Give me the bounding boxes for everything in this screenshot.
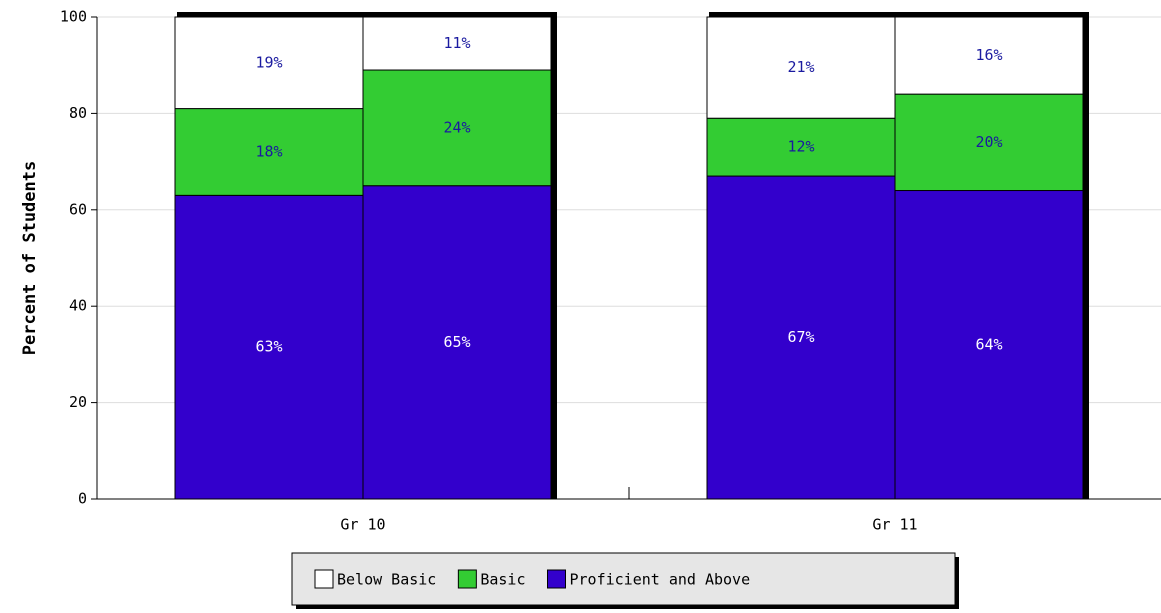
y-tick-label: 60 — [69, 200, 87, 218]
value-label: 24% — [443, 118, 470, 136]
bar-segment — [894, 93, 1084, 192]
y-tick-label: 20 — [69, 393, 87, 411]
legend-swatch — [314, 569, 334, 589]
legend-swatch — [457, 569, 477, 589]
value-label: 19% — [255, 53, 282, 71]
value-label: 63% — [255, 338, 282, 356]
bar-segment — [362, 69, 552, 187]
x-tick-label: Gr 10 — [340, 516, 385, 534]
value-label: 67% — [787, 328, 814, 346]
bar-segment — [174, 194, 364, 500]
legend — [291, 552, 956, 606]
bar-segment — [362, 16, 552, 71]
value-label: 16% — [975, 46, 1002, 64]
x-tick-label: Gr 11 — [872, 516, 917, 534]
bar-segment — [362, 185, 552, 500]
y-tick-label: 40 — [69, 297, 87, 315]
value-label: 18% — [255, 142, 282, 160]
y-tick-label: 100 — [60, 8, 87, 26]
value-label: 11% — [443, 34, 470, 52]
legend-label: Basic — [480, 571, 525, 589]
legend-swatch — [547, 569, 566, 589]
y-axis-label: Percent of Students — [20, 161, 40, 355]
value-label: 64% — [975, 335, 1002, 353]
value-label: 20% — [975, 133, 1002, 151]
bar-segment — [174, 16, 364, 110]
bar-segment — [894, 16, 1084, 95]
bar-segment — [894, 190, 1084, 500]
value-label: 12% — [787, 138, 814, 156]
y-tick-label: 0 — [78, 490, 87, 508]
bar-segment — [706, 117, 896, 177]
bar-segment — [706, 175, 896, 500]
legend-label: Proficient and Above — [570, 571, 751, 589]
legend-label: Below Basic — [337, 571, 436, 589]
value-label: 21% — [787, 58, 814, 76]
y-tick-label: 80 — [69, 104, 87, 122]
value-label: 65% — [443, 333, 470, 351]
